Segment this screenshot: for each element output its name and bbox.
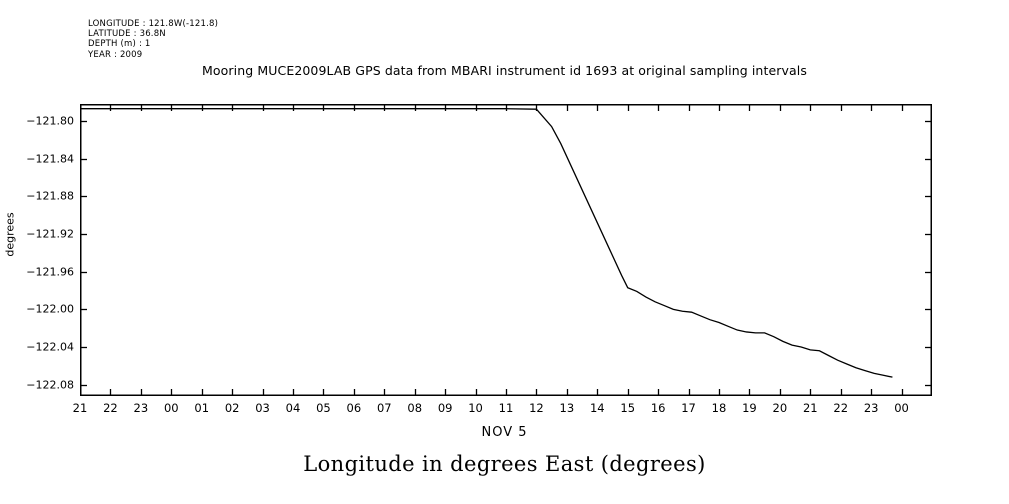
x-axis-tick-label: 22 <box>103 401 118 415</box>
y-axis-tick-label: −121.96 <box>26 265 74 279</box>
metadata-line-year: YEAR : 2009 <box>88 49 143 60</box>
x-axis-tick-label: 12 <box>529 401 544 415</box>
y-axis-tick-label: −122.08 <box>26 378 74 392</box>
y-axis-tick-labels: −121.80 −121.84 −121.88 −121.92 −121.96 −122.… <box>0 104 74 396</box>
x-axis-tick-label: 21 <box>72 401 88 415</box>
x-axis-tick-label: 14 <box>589 401 605 415</box>
x-axis-tick-label: 09 <box>437 401 453 415</box>
y-axis-tick-label: −121.92 <box>26 227 74 241</box>
metadata-line-depth: DEPTH (m) : 1 <box>88 39 151 50</box>
figure-caption: Longitude in degrees East (degrees) <box>303 452 706 476</box>
x-axis-tick-label: 13 <box>559 401 575 415</box>
x-axis-tick-label: 23 <box>863 401 879 415</box>
x-axis-tick-label: 00 <box>894 401 909 415</box>
x-axis-tick-label: 16 <box>650 401 666 415</box>
y-axis-tick-label: −122.00 <box>26 302 74 316</box>
y-axis-tick-label: −122.04 <box>26 340 74 354</box>
x-axis-tick-label: 07 <box>376 401 392 415</box>
x-axis-title: NOV 5 <box>481 425 528 440</box>
data-series-longitude <box>80 108 893 378</box>
x-axis-tick-label: 11 <box>498 401 514 415</box>
x-axis-tick-label: 18 <box>711 401 727 415</box>
x-axis-tick-label: 04 <box>285 401 301 415</box>
x-axis-tick-label: 00 <box>163 401 179 415</box>
x-axis-tick-label: 03 <box>255 401 270 415</box>
y-axis-tick-label: −121.80 <box>26 114 74 128</box>
y-axis-tick-label: −121.84 <box>26 152 74 166</box>
x-axis-tick-label: 23 <box>133 401 149 415</box>
x-axis-tick-labels: 21 22 23 00 01 02 03 04 05 06 07 08 09 10 11 12 13 14 15 16… <box>73 401 932 417</box>
metadata-line-longitude: LONGITUDE : 121.8W(-121.8) <box>88 19 219 29</box>
chart-title: Mooring MUCE2009LAB GPS data from MBARI … <box>202 63 807 78</box>
x-axis-tick-label: 21 <box>802 401 818 415</box>
metadata-block: LONGITUDE : 121.8W(-121.8) LATITUDE : 36… <box>88 19 218 60</box>
x-axis-tick-label: 01 <box>194 401 210 415</box>
x-axis-tick-label: 05 <box>316 401 331 415</box>
x-axis-tick-label: 22 <box>833 401 849 415</box>
x-axis-tick-label: 02 <box>224 401 240 415</box>
y-axis-tick-label: −121.88 <box>26 189 74 203</box>
plot-area <box>80 104 932 396</box>
x-axis-tick-label: 19 <box>742 401 757 415</box>
x-axis-tick-label: 20 <box>772 401 788 415</box>
x-axis-tick-label: 06 <box>346 401 362 415</box>
x-axis-tick-label: 10 <box>468 401 483 415</box>
axis-ticks <box>80 104 932 396</box>
plot-frame <box>80 104 932 396</box>
x-axis-tick-label: 08 <box>407 401 423 415</box>
metadata-line-latitude: LATITUDE : 36.8N <box>88 29 166 40</box>
x-axis-tick-label: 15 <box>620 401 636 415</box>
x-axis-tick-label: 17 <box>681 401 696 415</box>
plot-svg <box>80 104 932 396</box>
